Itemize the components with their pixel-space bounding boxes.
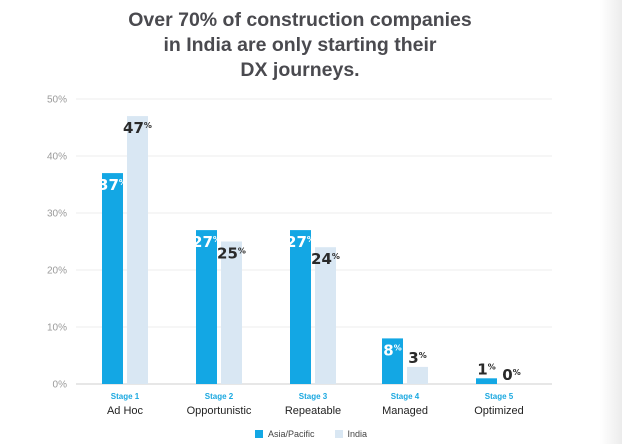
- y-tick-label: 30%: [47, 209, 67, 220]
- category-label: Ad Hoc: [107, 405, 144, 417]
- bar-asia-pacific: [196, 230, 217, 384]
- legend-label: India: [347, 429, 368, 439]
- y-tick-label: 0%: [53, 380, 68, 391]
- stage-label: Stage 3: [299, 392, 328, 401]
- data-label: 3%: [408, 349, 426, 367]
- data-label: 0%: [502, 366, 520, 384]
- legend-item: Asia/Pacific: [254, 429, 315, 439]
- category-label: Optimized: [474, 405, 524, 417]
- category-label: Opportunistic: [187, 405, 252, 417]
- chart-title: Over 70% of construction companies in In…: [80, 8, 520, 83]
- legend-label: Asia/Pacific: [267, 429, 315, 439]
- bar-asia-pacific: [476, 378, 497, 384]
- y-tick-label: 50%: [47, 95, 67, 106]
- title-line: in India are only starting their: [163, 34, 437, 56]
- bar-india: [221, 241, 242, 384]
- stage-label: Stage 5: [485, 392, 514, 401]
- data-label: 1%: [477, 360, 495, 378]
- stage-label: Stage 1: [111, 392, 140, 401]
- title-line: DX journeys.: [240, 59, 360, 81]
- y-tick-label: 40%: [47, 152, 67, 163]
- title-line: Over 70% of construction companies: [128, 9, 472, 31]
- legend-item: India: [334, 429, 368, 439]
- bar-india: [127, 116, 148, 384]
- category-label: Managed: [382, 405, 428, 417]
- bar-asia-pacific: [102, 173, 123, 384]
- legend-swatch: [334, 430, 343, 438]
- bar-india: [315, 247, 336, 384]
- bar-india: [407, 366, 428, 384]
- legend: Asia/Pacific India: [0, 429, 622, 440]
- stage-label: Stage 2: [205, 392, 234, 401]
- category-label: Repeatable: [285, 405, 341, 417]
- legend-swatch: [254, 430, 263, 438]
- y-tick-label: 20%: [47, 266, 67, 277]
- edge-shadow: [600, 0, 622, 444]
- bar-asia-pacific: [290, 230, 311, 384]
- bar-asia-pacific: [382, 338, 403, 384]
- y-tick-label: 10%: [47, 323, 67, 334]
- stage-label: Stage 4: [391, 392, 420, 401]
